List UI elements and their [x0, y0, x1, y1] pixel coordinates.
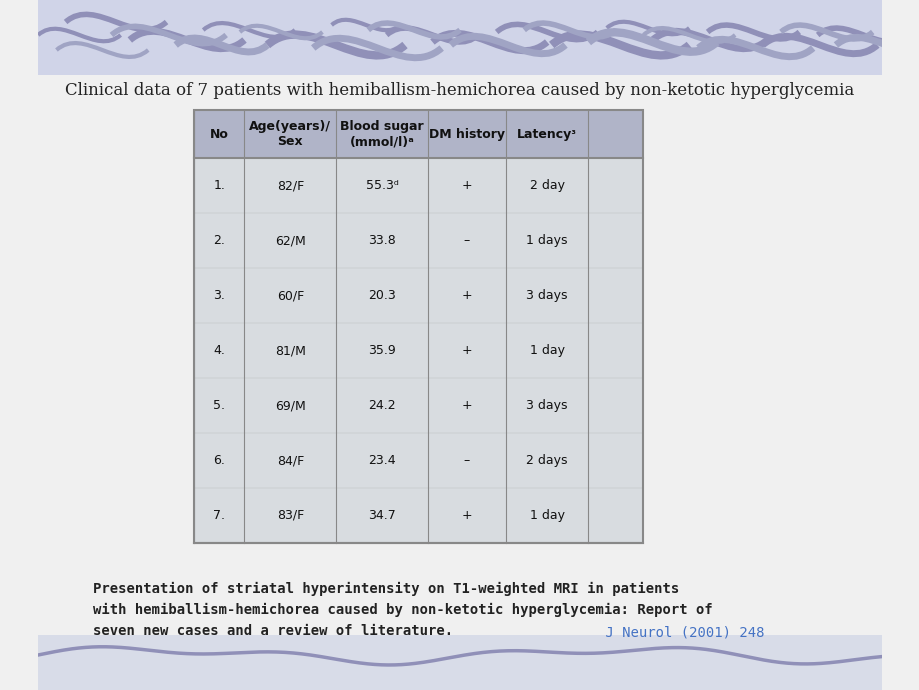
Text: 83/F: 83/F — [277, 509, 303, 522]
Text: 2 days: 2 days — [526, 454, 567, 467]
Text: 4.: 4. — [213, 344, 225, 357]
Text: J Neurol (2001) 248: J Neurol (2001) 248 — [596, 626, 764, 640]
Text: 24.2: 24.2 — [368, 399, 395, 412]
Text: 33.8: 33.8 — [368, 234, 395, 247]
Text: Presentation of striatal hyperintensity on T1-weighted MRI in patients
with hemi: Presentation of striatal hyperintensity … — [93, 582, 712, 638]
Text: +: + — [461, 399, 471, 412]
Text: 3.: 3. — [213, 289, 225, 302]
Text: Latencyᶟ: Latencyᶟ — [516, 128, 576, 141]
FancyBboxPatch shape — [38, 0, 881, 75]
Text: 2.: 2. — [213, 234, 225, 247]
Text: 35.9: 35.9 — [368, 344, 395, 357]
Text: 55.3ᵈ: 55.3ᵈ — [365, 179, 398, 192]
Text: 3 days: 3 days — [526, 399, 567, 412]
Text: 69/M: 69/M — [275, 399, 305, 412]
Text: 6.: 6. — [213, 454, 225, 467]
Text: 3 days: 3 days — [526, 289, 567, 302]
Text: 20.3: 20.3 — [368, 289, 395, 302]
Text: 7.: 7. — [213, 509, 225, 522]
Text: 1 day: 1 day — [529, 344, 564, 357]
Text: 5.: 5. — [213, 399, 225, 412]
Text: 1 day: 1 day — [529, 509, 564, 522]
Text: 81/M: 81/M — [275, 344, 305, 357]
Text: Clinical data of 7 patients with hemiballism-hemichorea caused by non-ketotic hy: Clinical data of 7 patients with hemibal… — [65, 81, 854, 99]
Bar — [194, 110, 642, 543]
Text: +: + — [461, 509, 471, 522]
Text: Blood sugar
(mmol/l)ᵃ: Blood sugar (mmol/l)ᵃ — [340, 120, 424, 148]
Text: 60/F: 60/F — [277, 289, 303, 302]
FancyBboxPatch shape — [38, 635, 881, 690]
Text: +: + — [461, 179, 471, 192]
Text: 1.: 1. — [213, 179, 225, 192]
Text: 34.7: 34.7 — [368, 509, 395, 522]
Text: 84/F: 84/F — [277, 454, 303, 467]
Text: 2 day: 2 day — [529, 179, 564, 192]
Text: 62/M: 62/M — [275, 234, 305, 247]
Text: No: No — [210, 128, 229, 141]
FancyBboxPatch shape — [194, 158, 642, 543]
Text: +: + — [461, 289, 471, 302]
Text: DM history: DM history — [428, 128, 505, 141]
Text: 82/F: 82/F — [277, 179, 303, 192]
Text: 23.4: 23.4 — [368, 454, 395, 467]
Text: –: – — [463, 454, 470, 467]
Text: Age(years)/
Sex: Age(years)/ Sex — [249, 120, 331, 148]
Text: 1 days: 1 days — [526, 234, 567, 247]
Text: +: + — [461, 344, 471, 357]
Text: –: – — [463, 234, 470, 247]
FancyBboxPatch shape — [194, 110, 642, 158]
